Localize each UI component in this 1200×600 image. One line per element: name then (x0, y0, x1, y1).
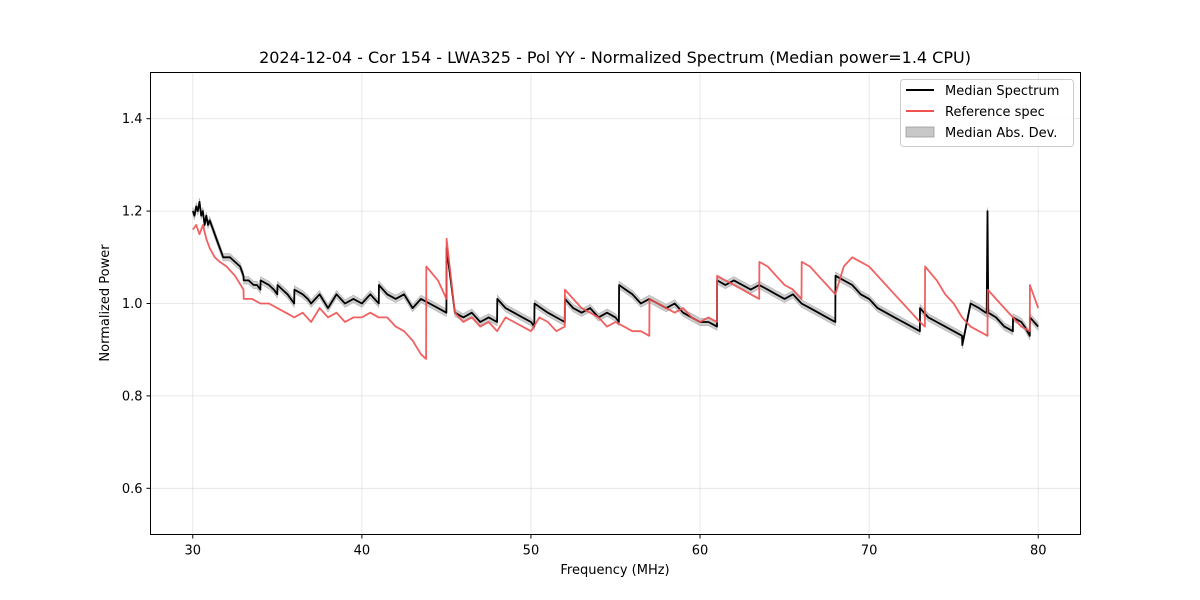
legend-mad-swatch (905, 126, 935, 138)
x-tick-label: 40 (354, 544, 371, 559)
legend-median-label: Median Spectrum (945, 84, 1059, 99)
x-tick-label: 30 (184, 544, 201, 559)
legend-box (900, 79, 1074, 147)
x-tick-label: 70 (861, 544, 878, 559)
x-tick-label: 50 (523, 544, 540, 559)
legend-reference-label: Reference spec (945, 105, 1045, 120)
legend-mad-label: Median Abs. Dev. (945, 126, 1057, 141)
x-tick-label: 60 (692, 544, 709, 559)
y-tick-label: 0.6 (122, 482, 143, 497)
x-axis-label: Frequency (MHz) (560, 563, 669, 578)
axis-ticks: 30 40 50 60 70 80 0.6 0.8 1.0 1.2 1.4 (122, 112, 1047, 558)
y-tick-label: 1.2 (122, 205, 143, 220)
y-tick-label: 1.0 (122, 297, 143, 312)
y-tick-label: 0.8 (122, 389, 143, 404)
median-spectrum-line (191, 201, 1039, 346)
y-tick-label: 1.4 (122, 112, 143, 127)
plot-area (191, 198, 1040, 360)
legend: Median Spectrum Reference spec Median Ab… (900, 79, 1074, 147)
reference-spectrum-line (192, 224, 1040, 360)
x-tick-label: 80 (1030, 544, 1047, 559)
y-axis-label: Normalized Power (98, 244, 113, 362)
chart-title: 2024-12-04 - Cor 154 - LWA325 - Pol YY -… (259, 48, 971, 67)
